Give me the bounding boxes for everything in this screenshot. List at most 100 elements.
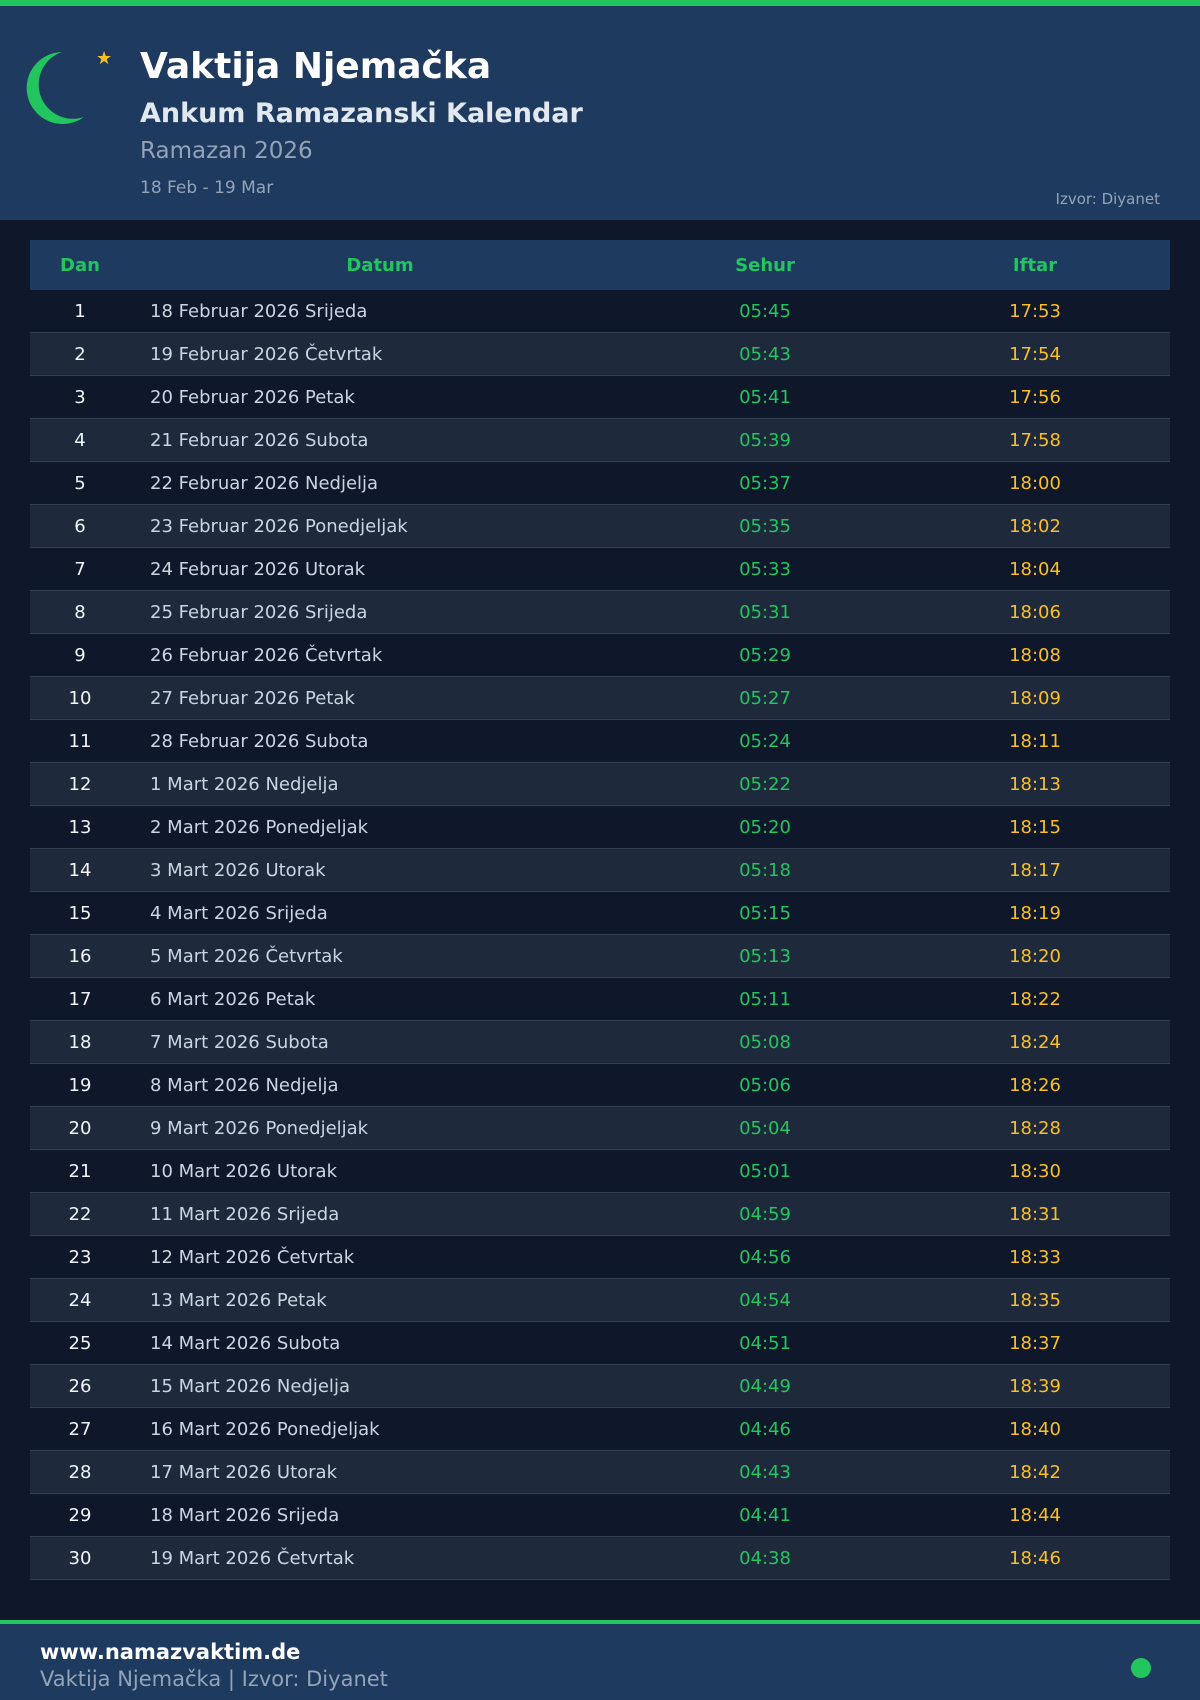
table-row: 23 12 Mart 2026 Četvrtak 04:56 18:33 bbox=[30, 1236, 1170, 1279]
iftar-cell: 18:28 bbox=[1009, 1117, 1061, 1139]
day-cell: 8 bbox=[74, 601, 86, 623]
day-cell: 4 bbox=[74, 429, 86, 451]
sehur-cell: 05:29 bbox=[739, 644, 791, 666]
table-row: 15 4 Mart 2026 Srijeda 05:15 18:19 bbox=[30, 892, 1170, 935]
date-cell: 19 Mart 2026 Četvrtak bbox=[150, 1547, 355, 1569]
header: ★ Vaktija Njemačka Ankum Ramazanski Kale… bbox=[0, 6, 1200, 220]
date-cell: 23 Februar 2026 Ponedjeljak bbox=[150, 515, 408, 537]
page-subtitle: Ankum Ramazanski Kalendar bbox=[140, 98, 583, 129]
day-cell: 19 bbox=[68, 1074, 92, 1096]
date-cell: 26 Februar 2026 Četvrtak bbox=[150, 644, 383, 666]
day-cell: 22 bbox=[68, 1203, 92, 1225]
table-row: 10 27 Februar 2026 Petak 05:27 18:09 bbox=[30, 677, 1170, 720]
date-cell: 8 Mart 2026 Nedjelja bbox=[150, 1074, 339, 1096]
footer-subtitle: Vaktija Njemačka | Izvor: Diyanet bbox=[40, 1667, 388, 1691]
date-cell: 28 Februar 2026 Subota bbox=[150, 730, 369, 752]
sehur-cell: 05:18 bbox=[739, 859, 791, 881]
table-row: 5 22 Februar 2026 Nedjelja 05:37 18:00 bbox=[30, 462, 1170, 505]
table-row: 6 23 Februar 2026 Ponedjeljak 05:35 18:02 bbox=[30, 505, 1170, 548]
sehur-cell: 05:04 bbox=[739, 1117, 791, 1139]
sehur-cell: 05:31 bbox=[739, 601, 791, 623]
sehur-cell: 04:56 bbox=[739, 1246, 791, 1268]
sehur-cell: 05:41 bbox=[739, 386, 791, 408]
sehur-cell: 05:43 bbox=[739, 343, 791, 365]
iftar-cell: 18:11 bbox=[1009, 730, 1061, 752]
footer: www.namazvaktim.de Vaktija Njemačka | Iz… bbox=[0, 1620, 1200, 1700]
date-cell: 24 Februar 2026 Utorak bbox=[150, 558, 366, 580]
date-cell: 18 Mart 2026 Srijeda bbox=[150, 1504, 340, 1526]
table-row: 28 17 Mart 2026 Utorak 04:43 18:42 bbox=[30, 1451, 1170, 1494]
date-cell: 18 Februar 2026 Srijeda bbox=[150, 300, 368, 322]
website-link[interactable]: www.namazvaktim.de bbox=[40, 1640, 301, 1664]
table-row: 19 8 Mart 2026 Nedjelja 05:06 18:26 bbox=[30, 1064, 1170, 1107]
table-row: 17 6 Mart 2026 Petak 05:11 18:22 bbox=[30, 978, 1170, 1021]
table-row: 26 15 Mart 2026 Nedjelja 04:49 18:39 bbox=[30, 1365, 1170, 1408]
table-row: 7 24 Februar 2026 Utorak 05:33 18:04 bbox=[30, 548, 1170, 591]
table-header: Dan Datum Sehur Iftar bbox=[30, 240, 1170, 290]
iftar-cell: 18:35 bbox=[1009, 1289, 1061, 1311]
sehur-cell: 05:45 bbox=[739, 300, 791, 322]
sehur-cell: 04:43 bbox=[739, 1461, 791, 1483]
day-cell: 5 bbox=[74, 472, 86, 494]
star-icon: ★ bbox=[96, 48, 113, 69]
sehur-cell: 05:06 bbox=[739, 1074, 791, 1096]
table-row: 18 7 Mart 2026 Subota 05:08 18:24 bbox=[30, 1021, 1170, 1064]
sehur-cell: 04:38 bbox=[739, 1547, 791, 1569]
day-cell: 7 bbox=[74, 558, 86, 580]
crescent-moon-icon bbox=[26, 52, 84, 124]
date-cell: 5 Mart 2026 Četvrtak bbox=[150, 945, 343, 967]
day-cell: 20 bbox=[68, 1117, 92, 1139]
sehur-cell: 05:11 bbox=[739, 988, 791, 1010]
table-row: 27 16 Mart 2026 Ponedjeljak 04:46 18:40 bbox=[30, 1408, 1170, 1451]
day-cell: 14 bbox=[68, 859, 92, 881]
table-row: 12 1 Mart 2026 Nedjelja 05:22 18:13 bbox=[30, 763, 1170, 806]
sehur-cell: 05:33 bbox=[739, 558, 791, 580]
day-cell: 12 bbox=[68, 773, 92, 795]
status-dot-icon bbox=[1131, 1658, 1151, 1678]
date-cell: 6 Mart 2026 Petak bbox=[150, 988, 316, 1010]
iftar-cell: 17:56 bbox=[1009, 386, 1061, 408]
sehur-cell: 05:15 bbox=[739, 902, 791, 924]
day-cell: 3 bbox=[74, 386, 86, 408]
table-row: 24 13 Mart 2026 Petak 04:54 18:35 bbox=[30, 1279, 1170, 1322]
day-cell: 11 bbox=[68, 730, 92, 752]
sehur-cell: 05:39 bbox=[739, 429, 791, 451]
sehur-cell: 04:41 bbox=[739, 1504, 791, 1526]
day-cell: 30 bbox=[68, 1547, 92, 1569]
date-cell: 4 Mart 2026 Srijeda bbox=[150, 902, 328, 924]
day-cell: 16 bbox=[68, 945, 92, 967]
iftar-cell: 18:37 bbox=[1009, 1332, 1061, 1354]
table-row: 22 11 Mart 2026 Srijeda 04:59 18:31 bbox=[30, 1193, 1170, 1236]
day-cell: 9 bbox=[74, 644, 86, 666]
table-row: 9 26 Februar 2026 Četvrtak 05:29 18:08 bbox=[30, 634, 1170, 677]
iftar-cell: 18:13 bbox=[1009, 773, 1061, 795]
date-cell: 1 Mart 2026 Nedjelja bbox=[150, 773, 339, 795]
date-cell: 17 Mart 2026 Utorak bbox=[150, 1461, 337, 1483]
date-cell: 11 Mart 2026 Srijeda bbox=[150, 1203, 340, 1225]
iftar-cell: 18:30 bbox=[1009, 1160, 1061, 1182]
iftar-cell: 18:17 bbox=[1009, 859, 1061, 881]
day-cell: 15 bbox=[68, 902, 92, 924]
sehur-cell: 05:27 bbox=[739, 687, 791, 709]
iftar-cell: 18:26 bbox=[1009, 1074, 1061, 1096]
date-cell: 2 Mart 2026 Ponedjeljak bbox=[150, 816, 369, 838]
iftar-cell: 18:33 bbox=[1009, 1246, 1061, 1268]
sehur-cell: 05:24 bbox=[739, 730, 791, 752]
sehur-cell: 04:51 bbox=[739, 1332, 791, 1354]
iftar-cell: 18:15 bbox=[1009, 816, 1061, 838]
iftar-cell: 18:31 bbox=[1009, 1203, 1061, 1225]
column-header-datum: Datum bbox=[346, 254, 414, 276]
iftar-cell: 18:24 bbox=[1009, 1031, 1061, 1053]
iftar-cell: 17:54 bbox=[1009, 343, 1061, 365]
date-cell: 21 Februar 2026 Subota bbox=[150, 429, 369, 451]
iftar-cell: 18:46 bbox=[1009, 1547, 1061, 1569]
iftar-cell: 17:58 bbox=[1009, 429, 1061, 451]
table-row: 14 3 Mart 2026 Utorak 05:18 18:17 bbox=[30, 849, 1170, 892]
day-cell: 23 bbox=[68, 1246, 92, 1268]
date-cell: 3 Mart 2026 Utorak bbox=[150, 859, 326, 881]
day-cell: 21 bbox=[68, 1160, 92, 1182]
column-header-dan: Dan bbox=[60, 254, 100, 276]
table-row: 29 18 Mart 2026 Srijeda 04:41 18:44 bbox=[30, 1494, 1170, 1537]
table-row: 1 18 Februar 2026 Srijeda 05:45 17:53 bbox=[30, 290, 1170, 333]
table-row: 3 20 Februar 2026 Petak 05:41 17:56 bbox=[30, 376, 1170, 419]
